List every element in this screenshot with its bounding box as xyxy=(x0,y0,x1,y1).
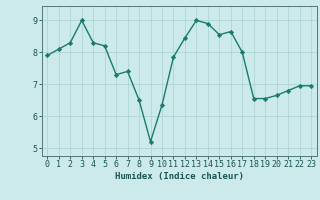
X-axis label: Humidex (Indice chaleur): Humidex (Indice chaleur) xyxy=(115,172,244,181)
